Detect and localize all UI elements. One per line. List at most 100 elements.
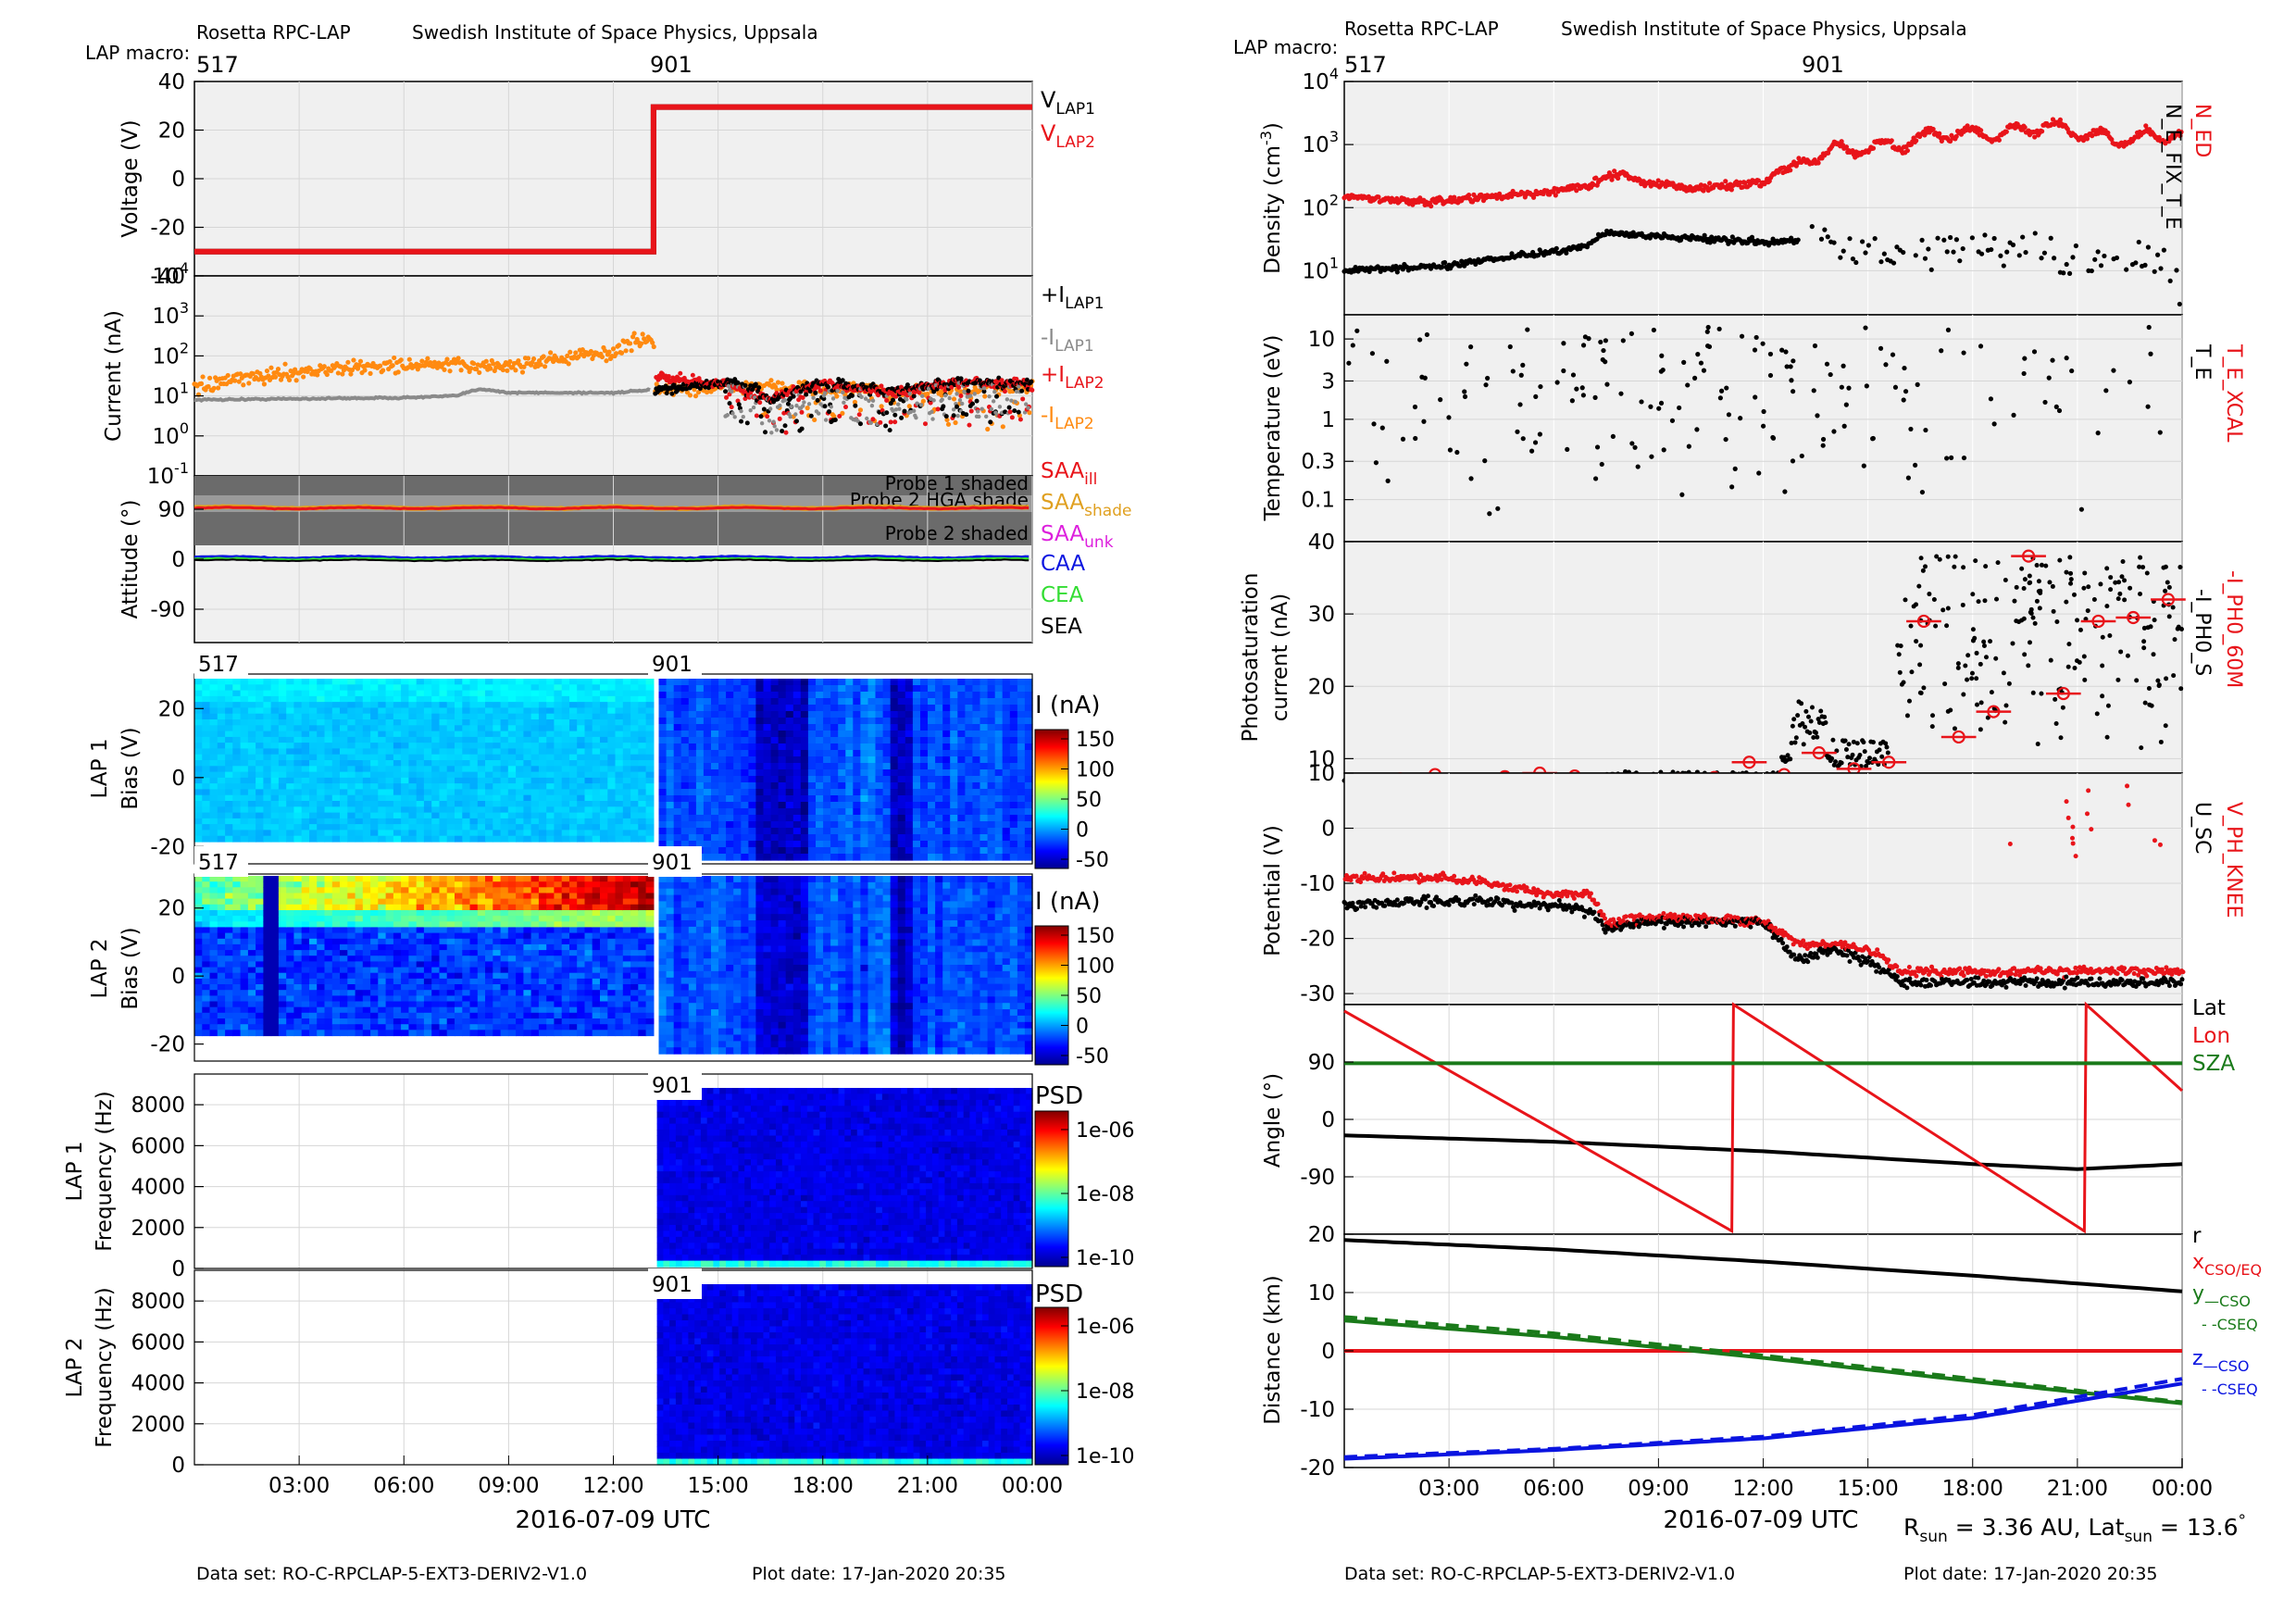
- heatmap-cell: [569, 766, 578, 773]
- heatmap-cell: [785, 750, 794, 757]
- heatmap-cell: [293, 754, 303, 761]
- heatmap-cell: [355, 748, 364, 756]
- heatmap-cell: [340, 707, 348, 715]
- heatmap-cell: [225, 766, 233, 773]
- heatmap-cell: [194, 806, 203, 814]
- heatmap-cell: [401, 783, 409, 790]
- heatmap-cell: [905, 828, 914, 835]
- heatmap-cell: [965, 750, 974, 757]
- heatmap-cell: [807, 692, 817, 699]
- point-plus-ilap1: [1012, 408, 1017, 414]
- point-minus-ilap1: [725, 413, 730, 418]
- heatmap-cell: [800, 698, 809, 706]
- heatmap-cell: [469, 789, 479, 796]
- heatmap-cell: [446, 719, 455, 726]
- heatmap-cell: [1024, 854, 1033, 861]
- heatmap-cell: [935, 679, 943, 686]
- heatmap-cell: [286, 731, 295, 738]
- heatmap-cell: [673, 731, 682, 738]
- heatmap-cell: [194, 1012, 203, 1019]
- heatmap-cell: [530, 690, 540, 697]
- point-minus-ilap2: [442, 367, 447, 372]
- heatmap-cell: [301, 830, 310, 837]
- heatmap-cell: [286, 743, 295, 749]
- heatmap-cell: [516, 806, 524, 814]
- heatmap-cell: [431, 736, 441, 743]
- heatmap-cell: [455, 789, 463, 796]
- heatmap-cell: [897, 711, 906, 718]
- point-minus-ilap2: [275, 366, 281, 372]
- heatmap-cell: [763, 802, 772, 809]
- heatmap-cell: [1009, 756, 1018, 764]
- heatmap-cell: [897, 808, 906, 816]
- heatmap-cell: [194, 887, 203, 894]
- heatmap-cell: [523, 736, 532, 743]
- heatmap-cell: [792, 789, 802, 796]
- heatmap-cell: [965, 776, 974, 783]
- heatmap-cell: [340, 818, 348, 825]
- heatmap-cell: [950, 743, 958, 751]
- heatmap-cell: [232, 967, 242, 974]
- heatmap-cell: [1017, 815, 1026, 822]
- heatmap-cell: [1017, 808, 1026, 816]
- heatmap-cell: [217, 830, 226, 837]
- heatmap-cell: [225, 984, 233, 991]
- heatmap-cell: [378, 766, 387, 773]
- heatmap-cell: [493, 835, 502, 843]
- heatmap-cell: [770, 802, 780, 809]
- heatmap-cell: [507, 748, 517, 756]
- heatmap-cell: [853, 828, 861, 835]
- heatmap-cell: [378, 690, 387, 697]
- point-minus-ilap2: [351, 357, 356, 363]
- heatmap-cell: [763, 679, 772, 686]
- heatmap-cell: [905, 834, 914, 842]
- heatmap-cell: [217, 916, 226, 922]
- heatmap-cell: [324, 702, 333, 708]
- heatmap-cell: [546, 679, 555, 685]
- point-minus-ilap1: [911, 408, 917, 413]
- heatmap-cell: [240, 684, 249, 692]
- heatmap-cell: [340, 777, 348, 784]
- heatmap-cell: [340, 702, 348, 708]
- heatmap-cell: [477, 754, 486, 761]
- heatmap-cell: [232, 921, 242, 929]
- heatmap-cell: [516, 818, 524, 825]
- heatmap-cell: [408, 731, 418, 738]
- heatmap-cell: [912, 854, 921, 861]
- heatmap-cell: [638, 702, 647, 708]
- heatmap-cell: [546, 771, 555, 779]
- heatmap-cell: [875, 802, 884, 809]
- heatmap-cell: [500, 789, 509, 796]
- heatmap-cell: [980, 724, 989, 731]
- heatmap-cell: [263, 766, 272, 773]
- heatmap-cell: [622, 713, 631, 720]
- ytick-label: 10-1: [147, 459, 189, 489]
- heatmap-cell: [615, 731, 624, 738]
- heatmap-cell: [987, 718, 996, 725]
- heatmap-cell: [905, 724, 914, 731]
- heatmap-cell: [845, 841, 854, 848]
- heatmap-cell: [309, 806, 318, 814]
- heatmap-cell: [362, 789, 371, 796]
- heatmap-cell: [912, 776, 921, 783]
- heatmap-cell: [500, 731, 509, 738]
- heatmap-cell: [347, 783, 356, 790]
- heatmap-cell: [247, 876, 256, 882]
- heatmap-cell: [355, 707, 364, 715]
- heatmap-cell: [225, 898, 233, 906]
- heatmap-cell: [202, 754, 211, 761]
- heatmap-cell: [431, 713, 441, 720]
- heatmap-cell: [416, 766, 425, 773]
- heatmap-cell: [546, 684, 555, 692]
- point-minus-ilap2: [618, 350, 625, 356]
- heatmap-cell: [194, 743, 203, 749]
- heatmap-cell: [1009, 711, 1018, 718]
- heatmap-cell: [928, 841, 936, 848]
- lap2-bias-heatmap: [194, 876, 1033, 1055]
- heatmap-cell: [317, 731, 326, 738]
- heatmap-cell: [347, 806, 356, 814]
- heatmap-cell: [994, 763, 1004, 770]
- heatmap-cell: [592, 789, 601, 796]
- heatmap-cell: [853, 718, 861, 725]
- heatmap-cell: [726, 756, 734, 764]
